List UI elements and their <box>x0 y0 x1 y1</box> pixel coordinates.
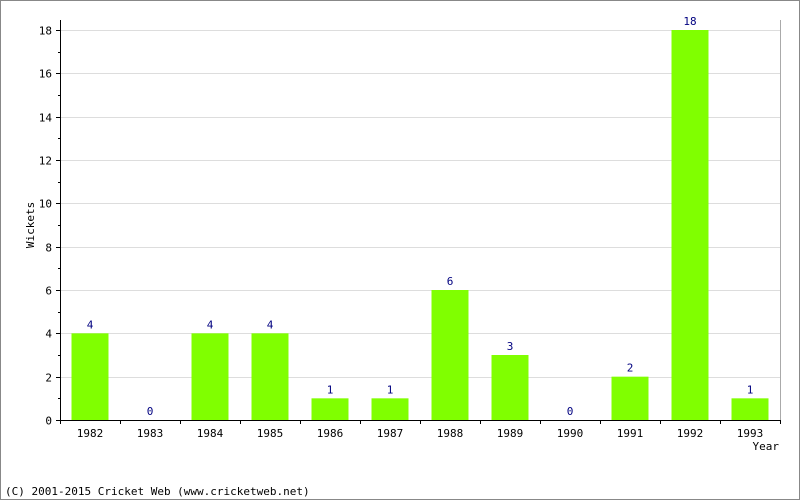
data-label: 4 <box>267 318 274 331</box>
y-tick-label: 10 <box>39 198 52 211</box>
axes <box>56 20 781 424</box>
y-axis-label: Wickets <box>24 202 37 248</box>
data-label: 3 <box>507 340 514 353</box>
x-tick-label: 1982 <box>77 427 104 440</box>
data-label: 1 <box>327 383 334 396</box>
x-tick-label: 1986 <box>317 427 344 440</box>
data-label: 0 <box>567 405 574 418</box>
x-tick-label: 1992 <box>677 427 704 440</box>
bars <box>71 30 769 420</box>
y-tick-label: 4 <box>45 328 52 341</box>
y-tick-label: 12 <box>39 155 52 168</box>
y-tick-label: 14 <box>39 112 53 125</box>
y-tick-label: 8 <box>45 242 52 255</box>
bar <box>371 398 409 420</box>
bar <box>431 290 469 420</box>
y-tick-label: 2 <box>45 372 52 385</box>
data-label: 4 <box>207 318 214 331</box>
data-label: 1 <box>747 383 754 396</box>
data-label: 6 <box>447 275 454 288</box>
bar <box>731 398 769 420</box>
data-label: 18 <box>683 15 696 28</box>
labels: 0246810121416184198201983419844198511986… <box>39 15 764 440</box>
bar <box>311 398 349 420</box>
y-tick-label: 18 <box>39 25 52 38</box>
data-label: 4 <box>87 318 94 331</box>
gridlines <box>60 30 780 378</box>
y-tick-label: 0 <box>45 415 52 428</box>
bar <box>251 333 289 420</box>
data-label: 1 <box>387 383 394 396</box>
x-tick-label: 1989 <box>497 427 524 440</box>
x-tick-label: 1987 <box>377 427 404 440</box>
x-tick-label: 1990 <box>557 427 584 440</box>
y-tick-label: 6 <box>45 285 52 298</box>
bar <box>491 355 529 420</box>
x-tick-label: 1993 <box>737 427 764 440</box>
x-tick-label: 1991 <box>617 427 644 440</box>
x-tick-label: 1985 <box>257 427 284 440</box>
bar <box>191 333 229 420</box>
bar <box>611 376 649 420</box>
y-tick-label: 16 <box>39 68 52 81</box>
x-tick-label: 1983 <box>137 427 164 440</box>
x-tick-label: 1984 <box>197 427 224 440</box>
bar <box>671 30 709 420</box>
copyright-notice: (C) 2001-2015 Cricket Web (www.cricketwe… <box>5 485 310 498</box>
data-label: 0 <box>147 405 154 418</box>
bar <box>71 333 109 420</box>
x-axis-label: Year <box>753 440 780 453</box>
data-label: 2 <box>627 362 634 375</box>
x-tick-label: 1988 <box>437 427 464 440</box>
